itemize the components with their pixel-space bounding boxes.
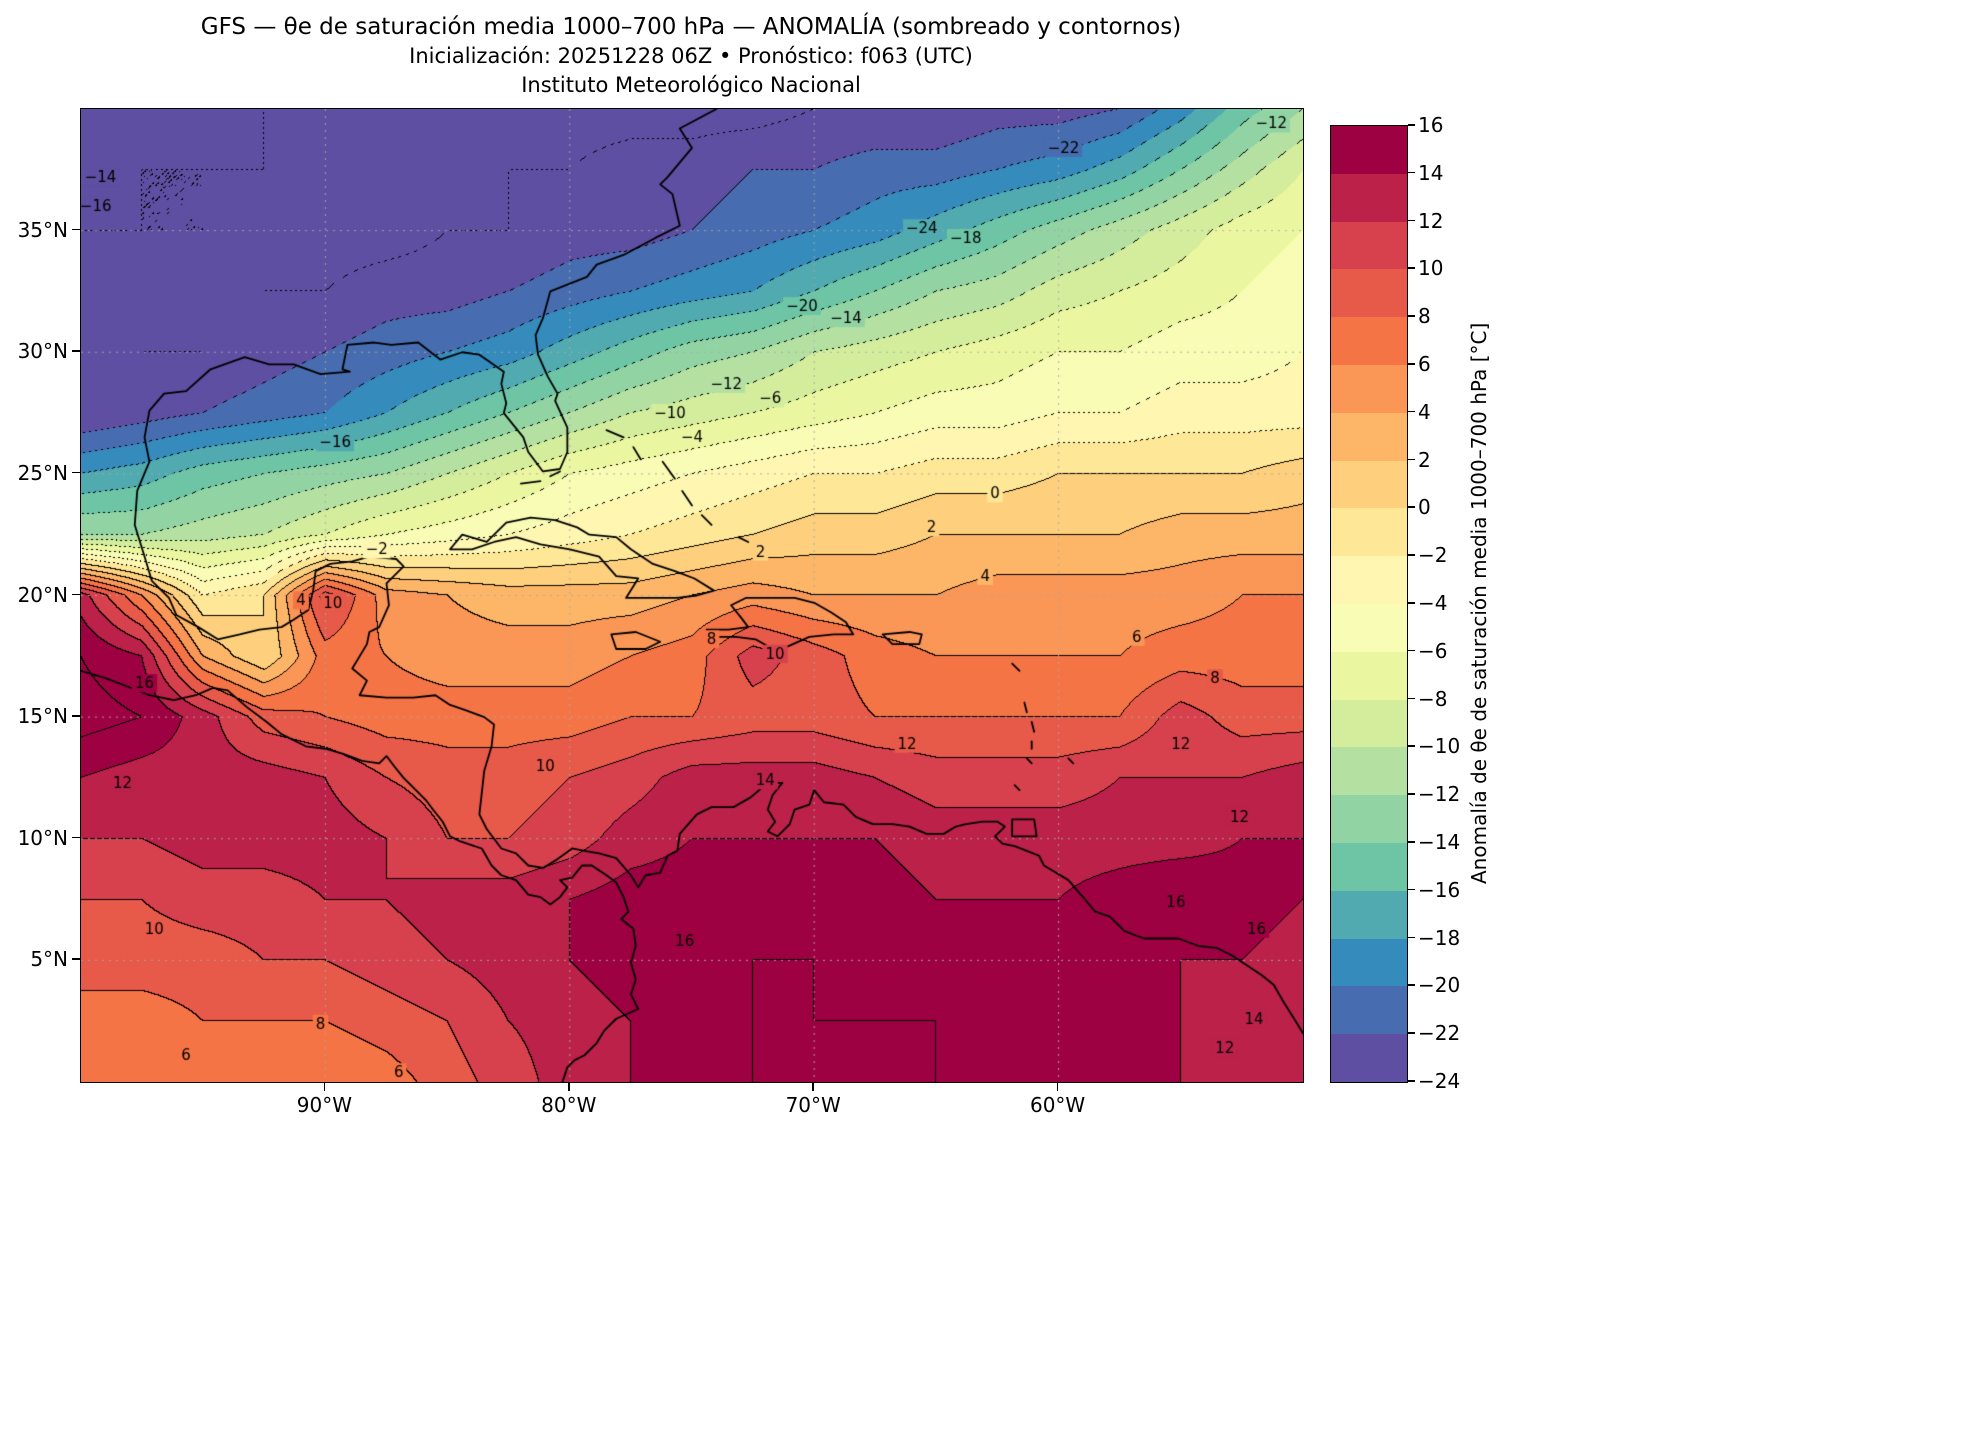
colorbar-segment (1331, 556, 1407, 605)
x-tick-mark (812, 1083, 814, 1091)
colorbar-tick-label: 14 (1418, 160, 1444, 185)
x-tick-label: 70°W (785, 1093, 841, 1117)
colorbar-tick-mark (1408, 602, 1415, 604)
colorbar-segment (1331, 890, 1407, 940)
colorbar-tick-mark (1408, 649, 1415, 652)
x-tick-mark (323, 1083, 326, 1091)
y-tick-label: 20°N (17, 582, 68, 607)
colorbar-tick-label: −6 (1418, 638, 1448, 663)
colorbar-label: Anomalía de θe de saturación media 1000–… (1467, 322, 1491, 884)
colorbar-tick-label: 8 (1418, 304, 1431, 329)
x-tick-mark (568, 1083, 570, 1091)
colorbar-tick-mark (1408, 267, 1415, 269)
x-tick-mark (1056, 1083, 1059, 1091)
colorbar-tick-mark (1408, 697, 1415, 700)
colorbar-tick-label: −22 (1418, 1021, 1461, 1046)
x-tick-label: 60°W (1029, 1093, 1086, 1117)
chart-subtitle-init: Inicialización: 20251228 06Z • Pronóstic… (409, 44, 973, 68)
y-tick-label: 15°N (17, 704, 68, 729)
colorbar-tick-label: −18 (1418, 925, 1461, 950)
colorbar-tick-mark (1408, 315, 1415, 317)
colorbar-tick-label: −12 (1418, 782, 1461, 807)
colorbar-tick-mark (1408, 841, 1415, 843)
y-tick-label: 35°N (17, 217, 68, 242)
x-tick-label: 90°W (296, 1093, 352, 1117)
colorbar-tick-mark (1408, 124, 1415, 126)
colorbar-tick-label: −20 (1418, 973, 1461, 998)
colorbar-tick-mark (1408, 410, 1415, 413)
colorbar-segment (1331, 651, 1407, 701)
colorbar-segment (1331, 269, 1407, 318)
colorbar-segment (1331, 412, 1407, 462)
title-block: GFS — θe de saturación media 1000–700 hP… (80, 12, 1302, 100)
colorbar-segment (1331, 843, 1407, 892)
y-tick-mark (72, 593, 80, 595)
y-tick-mark (72, 350, 80, 352)
colorbar-tick-label: 4 (1418, 399, 1431, 424)
colorbar-segment (1331, 986, 1407, 1035)
colorbar-segment (1331, 460, 1407, 509)
y-tick-label: 10°N (17, 825, 68, 850)
colorbar-tick-label: −2 (1418, 543, 1448, 568)
colorbar-tick-mark (1408, 554, 1415, 556)
map-canvas (81, 109, 1303, 1082)
colorbar-tick-label: −10 (1418, 734, 1461, 759)
colorbar-segment (1331, 699, 1407, 748)
colorbar-segment (1331, 317, 1407, 366)
colorbar-tick-mark (1408, 171, 1415, 174)
colorbar-tick-mark (1408, 888, 1415, 891)
y-tick-label: 5°N (30, 947, 68, 972)
colorbar-segment (1331, 938, 1407, 987)
colorbar-tick-mark (1408, 984, 1415, 986)
colorbar-tick-label: −8 (1418, 686, 1448, 711)
y-tick-label: 30°N (17, 339, 68, 364)
colorbar-segment (1331, 126, 1407, 175)
y-tick-mark (72, 228, 80, 231)
colorbar-tick-label: −24 (1418, 1069, 1461, 1093)
colorbar-tick-label: 2 (1418, 447, 1431, 472)
colorbar-tick-mark (1408, 1080, 1415, 1082)
y-tick-label: 25°N (17, 460, 68, 485)
colorbar-tick-label: 6 (1418, 352, 1431, 376)
y-tick-mark (72, 715, 80, 717)
colorbar-segment (1331, 795, 1407, 844)
colorbar-tick-label: 0 (1418, 495, 1431, 520)
colorbar-tick-mark (1408, 506, 1415, 508)
colorbar-segment (1331, 1034, 1407, 1083)
chart-subtitle-org: Instituto Meteorológico Nacional (521, 73, 861, 97)
colorbar (1330, 125, 1408, 1083)
colorbar-tick-mark (1408, 458, 1415, 461)
colorbar-tick-mark (1408, 793, 1415, 795)
chart-title: GFS — θe de saturación media 1000–700 hP… (200, 14, 1182, 40)
y-tick-mark (72, 471, 80, 474)
y-tick-mark (72, 958, 80, 960)
colorbar-segment (1331, 508, 1407, 557)
colorbar-segment (1331, 221, 1407, 270)
colorbar-tick-label: 10 (1418, 256, 1444, 281)
x-tick-label: 80°W (541, 1093, 597, 1117)
colorbar-segment (1331, 604, 1407, 653)
colorbar-tick-mark (1408, 363, 1415, 365)
colorbar-tick-label: −16 (1418, 877, 1461, 902)
colorbar-segment (1331, 365, 1407, 414)
colorbar-tick-label: 16 (1418, 113, 1444, 137)
colorbar-tick-mark (1408, 936, 1415, 939)
colorbar-tick-label: 12 (1418, 208, 1444, 233)
colorbar-tick-mark (1408, 1032, 1415, 1034)
colorbar-segment (1331, 173, 1407, 223)
colorbar-tick-label: −14 (1418, 830, 1461, 854)
y-tick-mark (72, 836, 80, 839)
colorbar-tick-mark (1408, 745, 1415, 747)
colorbar-tick-mark (1408, 219, 1415, 222)
map-plot-area (80, 108, 1304, 1083)
colorbar-tick-label: −4 (1418, 591, 1448, 615)
colorbar-segment (1331, 747, 1407, 796)
